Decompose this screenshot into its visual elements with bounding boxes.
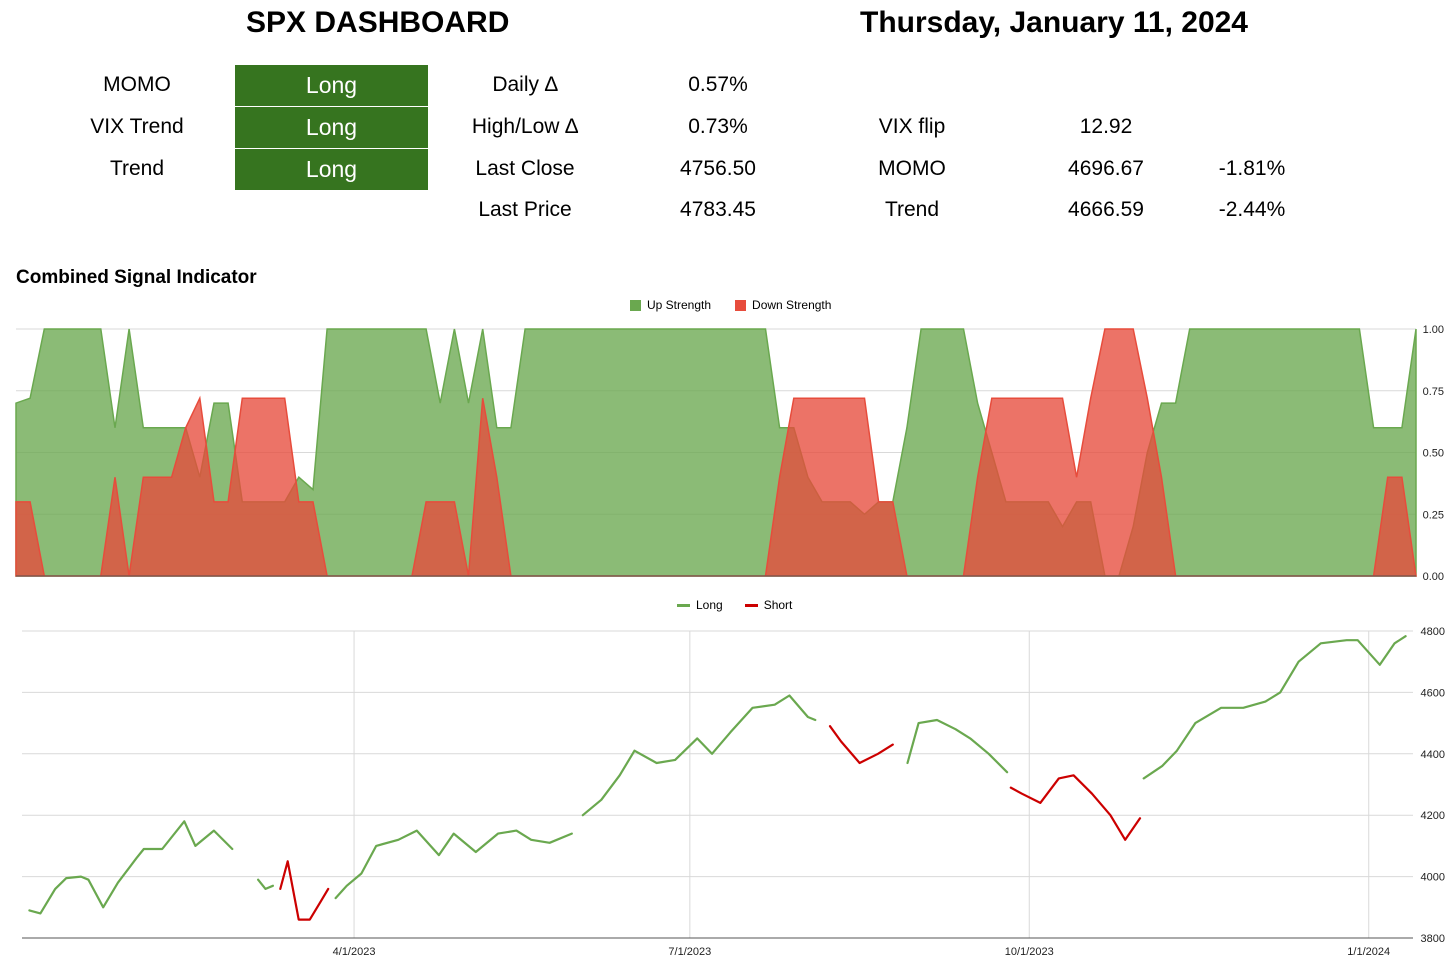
signal-area-chart: 1.00 0.75 0.50 0.25 0.00 <box>15 324 1444 583</box>
vix-flip-label: VIX flip <box>878 115 946 138</box>
last-close-value: 4756.50 <box>680 157 756 180</box>
price-chart-legend: Long Short <box>677 598 792 612</box>
signal-y-tick-label: 0.50 <box>1423 448 1444 460</box>
short-series-line <box>279 860 330 921</box>
highlow-delta-label: High/Low ∆ <box>471 115 579 138</box>
long-series-line <box>28 820 234 915</box>
signal-chart-title: Combined Signal Indicator <box>16 267 257 288</box>
long-series-line <box>1142 635 1407 780</box>
legend-line-long <box>677 603 690 607</box>
signal-label-momo: MOMO <box>103 73 171 96</box>
signal-y-tick-label: 0.75 <box>1423 386 1444 398</box>
signal-y-tick-label: 0.00 <box>1423 571 1444 583</box>
legend-label-up: Up Strength <box>647 298 712 312</box>
signal-value-trend: Long <box>235 149 428 190</box>
last-price-value: 4783.45 <box>680 198 756 221</box>
legend-label-down: Down Strength <box>752 298 832 312</box>
legend-swatch-down <box>735 299 747 311</box>
momo-level-value: 4696.67 <box>1068 157 1144 180</box>
legend-label-short: Short <box>763 598 793 612</box>
trend-level-label: Trend <box>884 198 940 221</box>
long-series-line <box>257 878 274 890</box>
price-y-tick-label: 3800 <box>1421 933 1445 945</box>
long-series-line <box>906 718 1009 774</box>
momo-level-pct: -1.81% <box>1218 157 1286 180</box>
daily-delta-value: 0.57% <box>688 73 748 96</box>
price-y-tick-label: 4800 <box>1421 626 1445 638</box>
legend-swatch-up <box>630 299 641 311</box>
signal-y-tick-label: 1.00 <box>1423 324 1444 336</box>
price-x-tick-label: 10/1/2023 <box>1005 946 1054 958</box>
last-close-label: Last Close <box>475 157 575 180</box>
trend-level-pct: -2.44% <box>1218 198 1286 221</box>
vix-flip-value: 12.92 <box>1079 115 1133 138</box>
signal-chart-legend: Up Strength Down Strength <box>630 298 831 312</box>
short-series-line <box>1009 774 1142 841</box>
dashboard-date: Thursday, January 11, 2024 <box>860 6 1248 39</box>
signal-label-vix-trend: VIX Trend <box>90 115 184 138</box>
daily-delta-label: Daily ∆ <box>492 73 558 96</box>
price-x-tick-label: 1/1/2024 <box>1347 946 1390 958</box>
price-line-chart: 4800 4600 4400 4200 4000 3800 4/1/2023 7/1/2023… <box>22 626 1445 958</box>
signal-label-trend: Trend <box>109 157 165 180</box>
price-y-tick-label: 4000 <box>1421 872 1445 884</box>
price-y-tick-label: 4400 <box>1421 749 1445 761</box>
highlow-delta-value: 0.73% <box>688 115 748 138</box>
signal-y-tick-label: 0.25 <box>1423 509 1444 521</box>
legend-line-short <box>744 603 758 607</box>
trend-level-value: 4666.59 <box>1068 198 1144 221</box>
price-y-tick-label: 4200 <box>1421 810 1445 822</box>
long-series-line <box>334 829 573 900</box>
signal-value-vix-trend: Long <box>235 107 428 148</box>
last-price-label: Last Price <box>478 198 572 221</box>
long-series-line <box>581 694 817 817</box>
momo-level-label: MOMO <box>878 157 946 180</box>
signal-value-momo: Long <box>235 65 428 106</box>
price-x-tick-label: 7/1/2023 <box>668 946 711 958</box>
dashboard-title: SPX DASHBOARD <box>246 6 510 39</box>
legend-label-long: Long <box>696 598 723 612</box>
price-y-tick-label: 4600 <box>1421 687 1445 699</box>
short-series-line <box>828 725 894 765</box>
price-x-tick-label: 4/1/2023 <box>333 946 376 958</box>
